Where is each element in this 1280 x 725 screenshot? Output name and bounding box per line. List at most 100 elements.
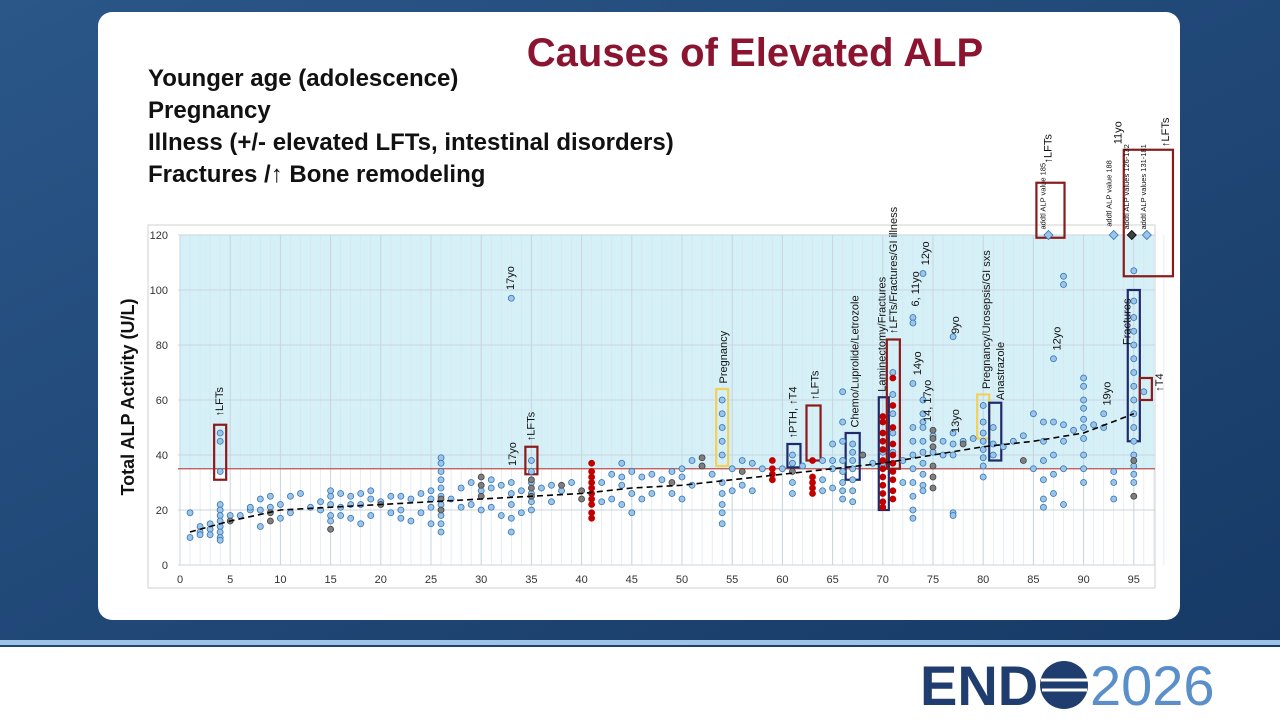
point [407,517,415,525]
point [979,462,987,470]
x-tick-label: 85 [1027,574,1039,586]
point [387,509,395,517]
point [678,495,686,503]
point [588,514,596,522]
point [748,459,756,467]
point [879,490,887,497]
point [1080,465,1087,473]
y-tick-label: 80 [156,340,168,352]
point [768,457,776,464]
point [1090,421,1098,429]
point [909,479,917,486]
point [1140,388,1148,396]
point [919,437,927,445]
point [1019,432,1027,440]
point [929,426,937,434]
logo: END 2026 [920,654,1215,717]
point [487,484,495,492]
point [1040,495,1047,503]
point [889,440,897,448]
point [949,333,957,341]
footer-stripe [0,640,1280,645]
point [337,512,345,519]
point [738,468,746,475]
point [789,459,796,467]
point [919,487,927,495]
point [839,457,847,464]
point [297,490,304,497]
point [819,457,826,464]
point [367,487,375,495]
point [256,506,264,514]
point [357,520,365,528]
point [528,468,535,475]
point [668,490,676,497]
point [618,459,626,467]
point [949,440,957,448]
point [718,424,726,431]
x-tick-label: 95 [1128,574,1140,586]
point [588,501,596,508]
point [477,473,485,481]
point [216,468,224,475]
point [819,476,826,484]
point [186,534,194,541]
point [397,492,405,500]
point [216,437,224,445]
diamond-point [1126,229,1137,241]
point [748,487,756,495]
y-tick-label: 100 [150,285,168,297]
x-tick-label: 65 [826,574,838,586]
point [497,512,505,519]
point [929,473,937,481]
point [367,495,375,503]
point [879,481,887,489]
annotation: Chemo/Luprolide/Letrozole [850,295,862,427]
annotation: ↑PTH, ↑T4 [787,387,799,439]
point [779,465,786,473]
point [909,451,917,459]
bullet: Illness (+/- elevated LFTs, intestinal d… [148,129,674,156]
annotation-box [715,387,730,468]
point [849,457,857,464]
point [718,520,726,528]
point [437,476,445,484]
point [1050,490,1057,497]
point [517,487,525,495]
x-tick-label: 10 [274,574,286,586]
x-tick-label: 35 [525,574,537,586]
x-tick-label: 55 [726,574,738,586]
point [1050,418,1057,426]
point [668,479,676,486]
annotation-box [1122,148,1175,278]
point [1060,421,1067,429]
point [457,503,465,511]
point [457,484,465,492]
point [528,476,535,484]
point [979,437,987,445]
point [437,520,445,528]
point [628,468,636,475]
y-tick-label: 20 [156,505,168,517]
point [929,443,937,451]
point [638,495,646,503]
annotation: ↑LFTs [214,387,226,417]
annotation: 14yo [912,351,924,375]
point [1130,341,1138,349]
point [477,506,485,514]
point [909,506,917,514]
point [196,531,204,539]
x-tick-label: 70 [877,574,889,586]
point [1130,267,1138,275]
point [1130,297,1138,305]
point [1080,396,1087,404]
bullet: Fractures /↑ Bone remodeling [148,161,485,188]
point [558,481,565,489]
annotation-box [213,423,228,481]
x-tick-label: 30 [475,574,487,586]
point [1130,369,1138,376]
point [437,459,445,467]
point [1019,457,1027,464]
point [919,396,927,404]
point [789,479,796,486]
